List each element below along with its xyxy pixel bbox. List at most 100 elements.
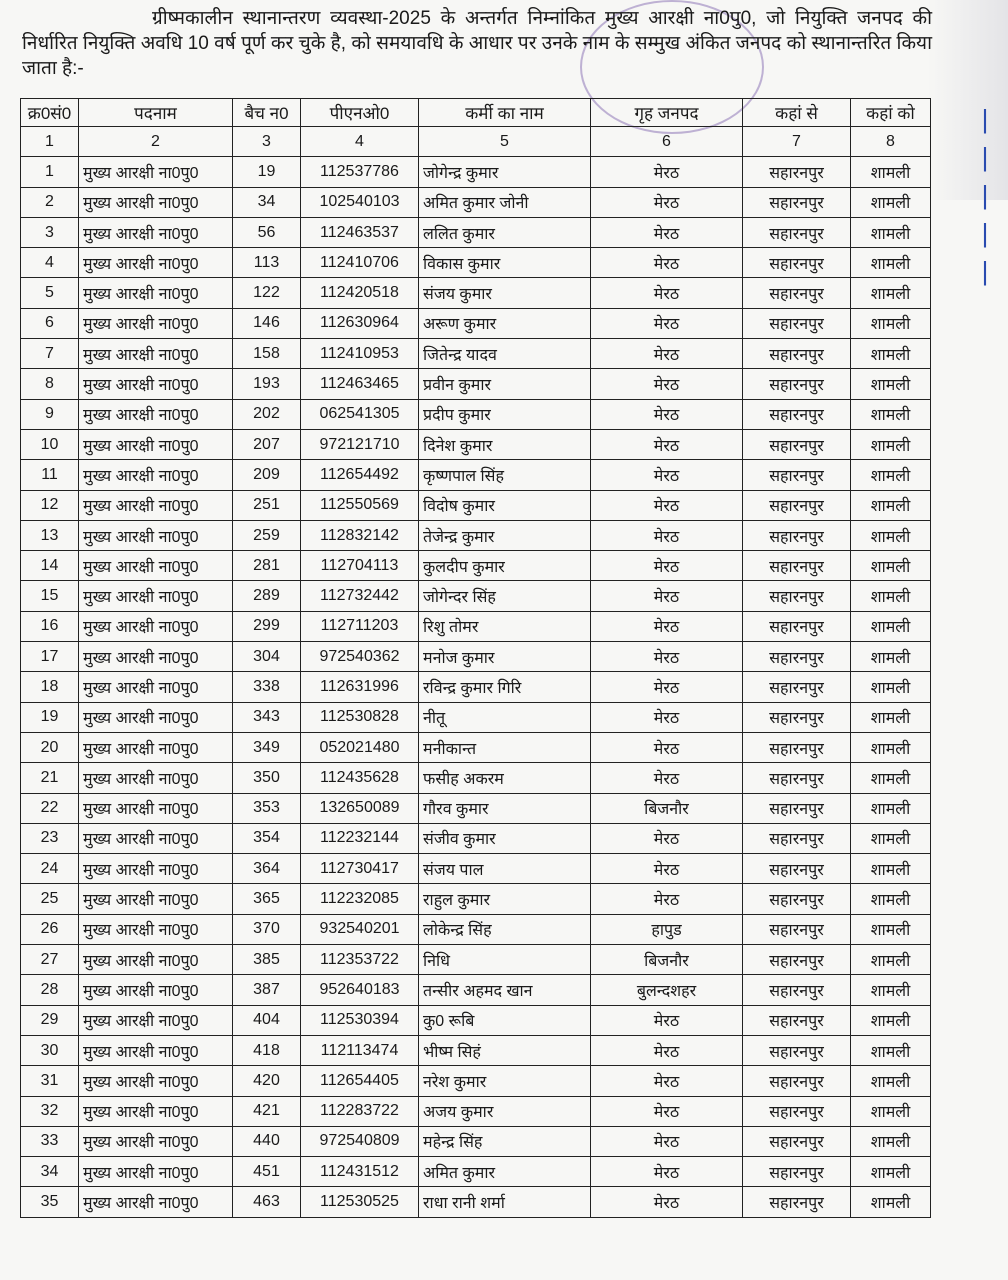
batch-cell: 56 — [232, 216, 301, 249]
name-cell: राहुल कुमार — [418, 883, 591, 915]
name-cell: मनोज कुमार — [418, 641, 591, 673]
home-district-cell: मेरठ — [590, 156, 743, 188]
home-district-cell: मेरठ — [590, 428, 743, 461]
name-cell: रविन्द्र कुमार गिरि — [418, 671, 591, 703]
serial-cell: 29 — [20, 1004, 79, 1036]
name-cell: अरूण कुमार — [418, 307, 591, 340]
pno-cell: 972540362 — [300, 641, 419, 673]
to-cell: शामली — [850, 186, 931, 218]
to-cell: शामली — [850, 1125, 931, 1158]
designation-cell: मुख्य आरक्षी ना0पु0 — [78, 731, 233, 764]
batch-cell: 421 — [232, 1095, 301, 1127]
pno-cell: 132650089 — [300, 792, 419, 824]
home-district-cell: मेरठ — [590, 1004, 743, 1036]
column-number: 6 — [590, 125, 743, 158]
table-row: 12 मुख्य आरक्षी ना0पु0 251 112550569 विदोष क… — [20, 489, 931, 521]
table-row: 16 मुख्य आरक्षी ना0पु0 299 112711203 रिशु तो… — [20, 610, 931, 643]
to-cell: शामली — [850, 247, 931, 279]
pno-cell: 972540809 — [300, 1125, 419, 1158]
designation-cell: मुख्य आरक्षी ना0पु0 — [78, 1156, 233, 1188]
serial-cell: 28 — [20, 974, 79, 1006]
batch-cell: 338 — [232, 671, 301, 703]
home-district-cell: बिजनौर — [590, 944, 743, 976]
column-header: पीएनओ0 — [300, 98, 419, 127]
batch-cell: 202 — [232, 398, 301, 430]
to-cell: शामली — [850, 671, 931, 703]
name-cell: राधा रानी शर्मा — [418, 1186, 591, 1218]
pno-cell: 112832142 — [300, 519, 419, 552]
designation-cell: मुख्य आरक्षी ना0पु0 — [78, 398, 233, 430]
home-district-cell: मेरठ — [590, 459, 743, 491]
batch-cell: 385 — [232, 944, 301, 976]
name-cell: लोकेन्द्र सिंह — [418, 913, 591, 946]
to-cell: शामली — [850, 580, 931, 612]
from-cell: सहारनपुर — [742, 701, 851, 733]
to-cell: शामली — [850, 428, 931, 461]
from-cell: सहारनपुर — [742, 641, 851, 673]
intro-paragraph: ग्रीष्मकालीन स्थानान्तरण व्यवस्था-2025 क… — [22, 8, 932, 79]
serial-cell: 23 — [20, 822, 79, 855]
table-row: 22 मुख्य आरक्षी ना0पु0 353 132650089 गौरव कु… — [20, 792, 931, 824]
pno-cell: 112353722 — [300, 944, 419, 976]
home-district-cell: मेरठ — [590, 519, 743, 552]
designation-cell: मुख्य आरक्षी ना0पु0 — [78, 1186, 233, 1218]
designation-cell: मुख्य आरक्षी ना0पु0 — [78, 307, 233, 340]
pno-cell: 102540103 — [300, 186, 419, 218]
from-cell: सहारनपुर — [742, 822, 851, 855]
table-row: 8 मुख्य आरक्षी ना0पु0 193 112463465 प्रवीन क… — [20, 368, 931, 400]
batch-cell: 113 — [232, 247, 301, 279]
name-cell: अजय कुमार — [418, 1095, 591, 1127]
designation-cell: मुख्य आरक्षी ना0पु0 — [78, 792, 233, 824]
designation-cell: मुख्य आरक्षी ना0पु0 — [78, 489, 233, 521]
home-district-cell: मेरठ — [590, 216, 743, 249]
batch-cell: 364 — [232, 853, 301, 885]
batch-cell: 404 — [232, 1004, 301, 1036]
table-row: 27 मुख्य आरक्षी ना0पु0 385 112353722 निधि बिज… — [20, 944, 931, 976]
name-cell: रिशु तोमर — [418, 610, 591, 643]
table-row: 1 मुख्य आरक्षी ना0पु0 19 112537786 जोगेन्द्र… — [20, 156, 931, 188]
column-header: कहां को — [850, 98, 931, 127]
serial-cell: 15 — [20, 580, 79, 612]
to-cell: शामली — [850, 883, 931, 915]
to-cell: शामली — [850, 550, 931, 582]
batch-cell: 146 — [232, 307, 301, 340]
batch-cell: 451 — [232, 1156, 301, 1188]
home-district-cell: मेरठ — [590, 550, 743, 582]
home-district-cell: मेरठ — [590, 762, 743, 794]
to-cell: शामली — [850, 1186, 931, 1218]
designation-cell: मुख्य आरक्षी ना0पु0 — [78, 186, 233, 218]
serial-cell: 18 — [20, 671, 79, 703]
designation-cell: मुख्य आरक्षी ना0पु0 — [78, 853, 233, 885]
from-cell: सहारनपुर — [742, 398, 851, 430]
pno-cell: 112435628 — [300, 762, 419, 794]
designation-cell: मुख्य आरक्षी ना0पु0 — [78, 580, 233, 612]
serial-cell: 10 — [20, 428, 79, 461]
name-cell: गौरव कुमार — [418, 792, 591, 824]
to-cell: शामली — [850, 913, 931, 946]
name-cell: जोगेन्दर सिंह — [418, 580, 591, 612]
from-cell: सहारनपुर — [742, 671, 851, 703]
pno-cell: 972121710 — [300, 428, 419, 461]
pno-cell: 112631996 — [300, 671, 419, 703]
batch-cell: 281 — [232, 550, 301, 582]
to-cell: शामली — [850, 731, 931, 764]
name-cell: विकास कुमार — [418, 247, 591, 279]
from-cell: सहारनपुर — [742, 186, 851, 218]
table-row: 34 मुख्य आरक्षी ना0पु0 451 112431512 अमित कु… — [20, 1156, 931, 1188]
home-district-cell: मेरठ — [590, 186, 743, 218]
column-header: पदनाम — [78, 98, 233, 127]
to-cell: शामली — [850, 822, 931, 855]
from-cell: सहारनपुर — [742, 610, 851, 643]
serial-cell: 34 — [20, 1156, 79, 1188]
serial-cell: 24 — [20, 853, 79, 885]
designation-cell: मुख्य आरक्षी ना0पु0 — [78, 822, 233, 855]
serial-cell: 21 — [20, 762, 79, 794]
table-row: 19 मुख्य आरक्षी ना0पु0 343 112530828 नीतू मेर… — [20, 701, 931, 733]
home-district-cell: मेरठ — [590, 1095, 743, 1127]
batch-cell: 209 — [232, 459, 301, 491]
name-cell: तन्सीर अहमद खान — [418, 974, 591, 1006]
batch-cell: 158 — [232, 338, 301, 370]
column-number: 1 — [20, 125, 79, 158]
home-district-cell: मेरठ — [590, 398, 743, 430]
